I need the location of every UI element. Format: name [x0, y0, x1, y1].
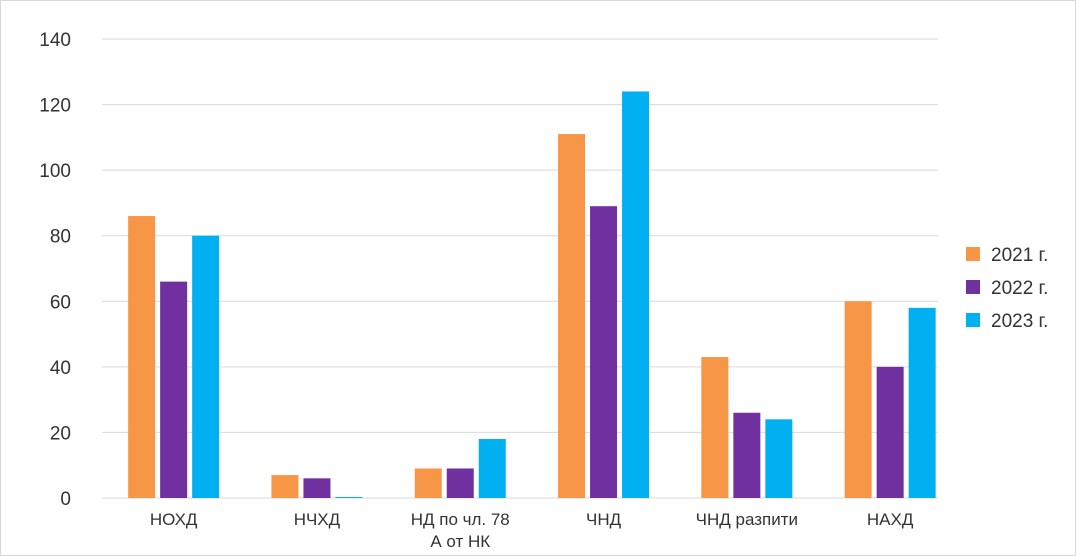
bar-2023 г.-0: [192, 235, 220, 498]
x-category-label: НД по чл. 78: [411, 510, 510, 529]
bar-2021 г.-1: [271, 475, 299, 498]
bar-2023 г.-5: [908, 307, 936, 498]
bar-2021 г.-0: [128, 216, 156, 499]
y-tick-label: 120: [39, 96, 71, 117]
bar-2023 г.-3: [622, 91, 650, 498]
bar-2022 г.-1: [303, 478, 331, 498]
bar-2023 г.-1: [335, 497, 363, 498]
y-tick-label: 140: [39, 30, 71, 51]
x-category-label: А от НК: [430, 532, 490, 551]
bar-2021 г.-2: [414, 468, 442, 498]
bars: [128, 91, 936, 499]
legend-swatch: [966, 247, 980, 261]
y-tick-label: 100: [39, 161, 71, 182]
y-tick-label: 0: [60, 489, 71, 510]
x-category-label: НОХД: [150, 510, 198, 529]
x-axis-category-labels: НОХД НЧХД НД по чл. 78 А от НК ЧНД ЧНД разпит…: [150, 510, 914, 551]
bar-2023 г.-4: [765, 419, 793, 498]
bar-2022 г.-2: [446, 468, 474, 498]
legend-swatch: [966, 313, 980, 327]
bar-2021 г.-5: [844, 301, 872, 498]
y-axis-tick-labels: 0 20 40 60 80 100 120 140: [39, 30, 71, 510]
bar-2021 г.-4: [701, 357, 729, 498]
bar-2022 г.-4: [733, 412, 761, 498]
bar-2022 г.-3: [590, 206, 618, 498]
x-category-label: НЧХД: [294, 510, 341, 529]
x-category-label: ЧНД: [586, 510, 622, 529]
bar-2022 г.-0: [160, 281, 188, 498]
x-category-label: НАХД: [867, 510, 914, 529]
legend: 2021 г. 2022 г. 2023 г.: [966, 245, 1048, 332]
y-tick-label: 80: [50, 227, 71, 248]
x-category-label: ЧНД разпити: [696, 510, 798, 529]
y-tick-label: 40: [50, 358, 71, 379]
legend-label: 2022 г.: [991, 278, 1048, 299]
bar-2021 г.-3: [558, 134, 586, 499]
bar-2022 г.-5: [876, 366, 904, 498]
bar-2023 г.-2: [478, 438, 506, 498]
legend-label: 2021 г.: [991, 245, 1048, 266]
y-tick-label: 60: [50, 292, 71, 313]
y-tick-label: 20: [50, 423, 71, 444]
gridlines: [102, 38, 938, 499]
legend-swatch: [966, 280, 980, 294]
legend-label: 2023 г.: [991, 311, 1048, 332]
